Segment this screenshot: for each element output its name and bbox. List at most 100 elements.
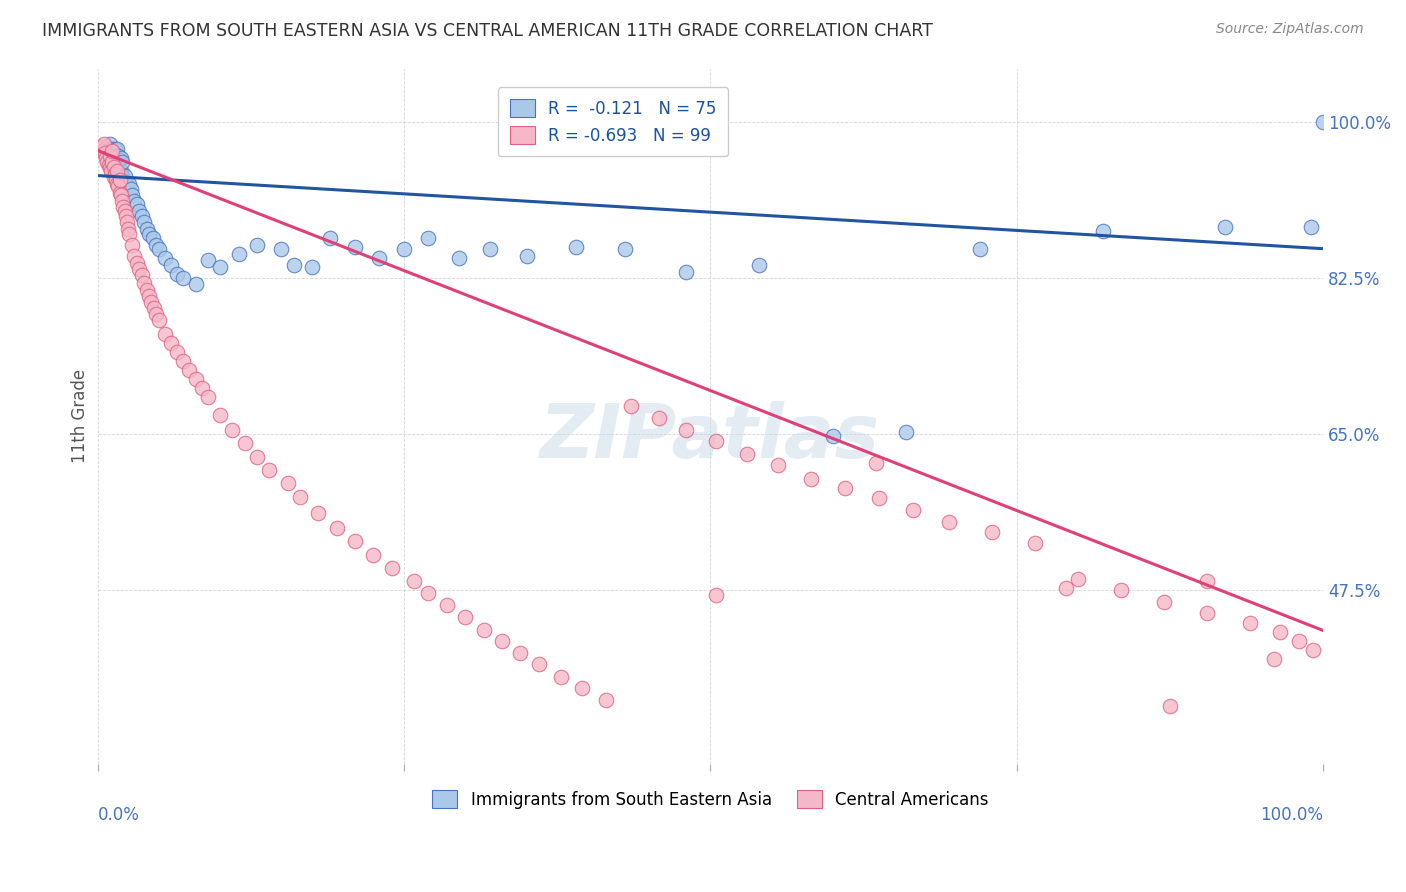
- Point: [648, 411, 671, 425]
- Point: [104, 148, 127, 162]
- Point: [97, 158, 120, 172]
- Point: [107, 161, 129, 176]
- Point: [454, 610, 477, 624]
- Point: [118, 227, 141, 241]
- Point: [221, 423, 243, 437]
- Point: [1263, 652, 1285, 666]
- Text: Source: ZipAtlas.com: Source: ZipAtlas.com: [1216, 22, 1364, 37]
- Point: [100, 164, 122, 178]
- Point: [111, 194, 134, 208]
- Point: [153, 251, 176, 265]
- Point: [142, 231, 165, 245]
- Point: [865, 456, 887, 470]
- Point: [735, 447, 758, 461]
- Point: [1288, 634, 1310, 648]
- Point: [896, 425, 918, 440]
- Point: [969, 242, 991, 256]
- Point: [418, 586, 440, 600]
- Point: [233, 436, 256, 450]
- Point: [101, 155, 124, 169]
- Point: [103, 170, 125, 185]
- Point: [101, 144, 124, 158]
- Point: [110, 151, 132, 165]
- Point: [938, 515, 960, 529]
- Text: 100.0%: 100.0%: [1260, 806, 1323, 824]
- Point: [869, 491, 891, 506]
- Point: [1159, 699, 1181, 714]
- Point: [595, 693, 617, 707]
- Point: [166, 267, 188, 281]
- Point: [1270, 625, 1292, 640]
- Point: [197, 253, 219, 268]
- Point: [766, 458, 789, 473]
- Point: [94, 144, 117, 158]
- Point: [141, 295, 163, 310]
- Point: [449, 251, 471, 265]
- Point: [134, 276, 156, 290]
- Text: 0.0%: 0.0%: [97, 806, 139, 824]
- Legend: Immigrants from South Eastern Asia, Central Americans: Immigrants from South Eastern Asia, Cent…: [422, 780, 998, 819]
- Text: IMMIGRANTS FROM SOUTH EASTERN ASIA VS CENTRAL AMERICAN 11TH GRADE CORRELATION CH: IMMIGRANTS FROM SOUTH EASTERN ASIA VS CE…: [42, 22, 934, 40]
- Point: [472, 624, 495, 638]
- Point: [131, 209, 153, 223]
- Point: [93, 137, 115, 152]
- Point: [128, 204, 150, 219]
- Point: [104, 167, 127, 181]
- Point: [821, 429, 844, 443]
- Point: [104, 142, 127, 156]
- Point: [288, 490, 311, 504]
- Point: [209, 260, 232, 274]
- Point: [114, 169, 136, 183]
- Point: [103, 146, 125, 161]
- Point: [112, 173, 135, 187]
- Point: [114, 176, 136, 190]
- Point: [104, 153, 127, 167]
- Point: [319, 231, 342, 245]
- Point: [107, 179, 129, 194]
- Point: [97, 146, 120, 161]
- Point: [145, 238, 167, 252]
- Point: [160, 336, 183, 351]
- Point: [748, 258, 770, 272]
- Point: [228, 247, 250, 261]
- Point: [100, 142, 122, 156]
- Point: [120, 182, 142, 196]
- Point: [246, 238, 269, 252]
- Point: [527, 657, 550, 672]
- Point: [108, 153, 131, 167]
- Point: [105, 155, 128, 169]
- Point: [112, 200, 135, 214]
- Point: [125, 197, 148, 211]
- Point: [108, 167, 131, 181]
- Point: [121, 188, 143, 202]
- Point: [1067, 572, 1090, 586]
- Point: [114, 209, 136, 223]
- Point: [166, 345, 188, 359]
- Point: [94, 146, 117, 161]
- Point: [101, 144, 124, 158]
- Point: [509, 646, 531, 660]
- Point: [98, 151, 121, 165]
- Point: [392, 242, 415, 256]
- Point: [381, 561, 404, 575]
- Point: [111, 155, 134, 169]
- Point: [94, 151, 117, 165]
- Point: [325, 521, 347, 535]
- Point: [209, 408, 232, 422]
- Point: [96, 140, 118, 154]
- Point: [128, 262, 150, 277]
- Point: [104, 173, 127, 187]
- Point: [104, 158, 127, 172]
- Point: [246, 450, 269, 464]
- Point: [1299, 220, 1322, 235]
- Point: [98, 137, 121, 152]
- Point: [834, 481, 856, 495]
- Y-axis label: 11th Grade: 11th Grade: [72, 369, 89, 464]
- Point: [190, 381, 212, 395]
- Point: [706, 588, 728, 602]
- Point: [800, 472, 823, 486]
- Point: [307, 506, 329, 520]
- Point: [478, 242, 501, 256]
- Point: [111, 169, 134, 183]
- Point: [110, 164, 132, 178]
